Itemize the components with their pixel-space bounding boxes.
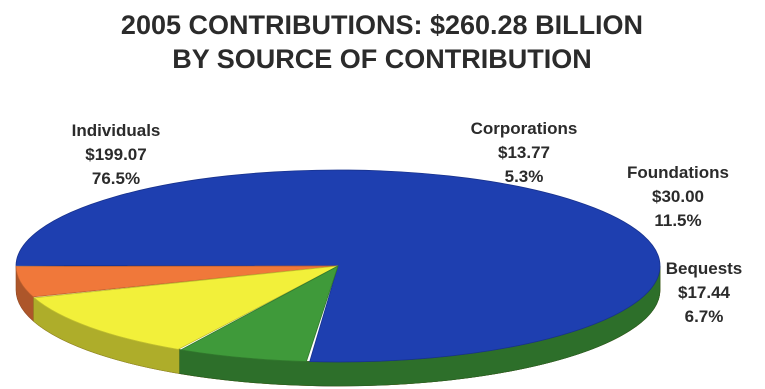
- slice-value-label: $17.44: [678, 283, 731, 302]
- slice-name-label: Bequests: [666, 259, 743, 278]
- slice-label-corporations: Corporations $13.77 5.3%: [471, 119, 578, 186]
- slice-name-label: Corporations: [471, 119, 578, 138]
- pie-slice-bequests: [179, 265, 339, 362]
- slice-percent-label: 76.5%: [92, 169, 140, 188]
- slice-value-label: $30.00: [652, 187, 704, 206]
- slice-label-bequests: Bequests $17.44 6.7%: [666, 259, 743, 326]
- slice-value-label: $199.07: [85, 145, 146, 164]
- pie-slice-corporations: [15, 265, 339, 298]
- pie-top-layer: [15, 169, 661, 363]
- slice-value-label: $13.77: [498, 143, 550, 162]
- slice-name-label: Foundations: [627, 163, 729, 182]
- chart-title: 2005 CONTRIBUTIONS: $260.28 BILLION: [121, 10, 643, 40]
- slice-percent-label: 11.5%: [654, 211, 701, 230]
- chart-subtitle: BY SOURCE OF CONTRIBUTION: [172, 44, 592, 74]
- pie-slice-foundations: [33, 265, 339, 350]
- slice-percent-label: 5.3%: [505, 167, 544, 186]
- slice-label-foundations: Foundations $30.00 11.5%: [627, 163, 729, 230]
- slice-label-individuals: Individuals $199.07 76.5%: [72, 121, 161, 188]
- slice-name-label: Individuals: [72, 121, 161, 140]
- slice-percent-label: 6.7%: [685, 307, 724, 326]
